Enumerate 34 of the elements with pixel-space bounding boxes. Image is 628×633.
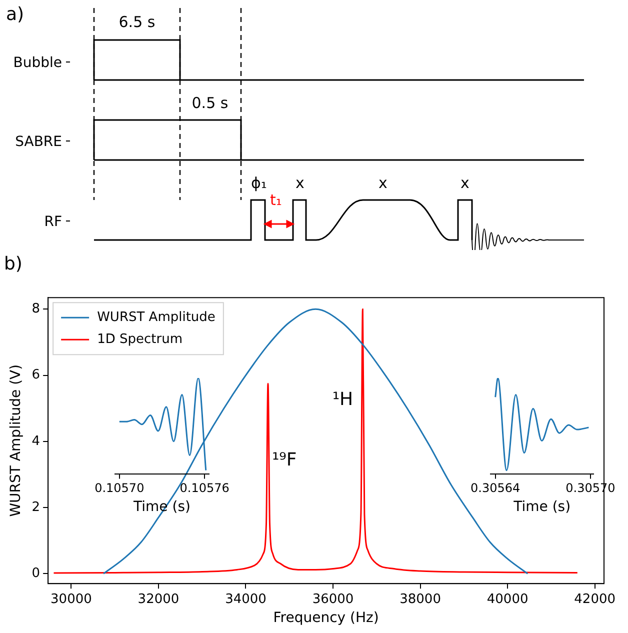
text: x bbox=[460, 174, 470, 192]
y-tick-label: 4 bbox=[32, 434, 40, 449]
y-axis-title: WURST Amplitude (V) bbox=[8, 364, 24, 517]
category-label: RF bbox=[44, 214, 62, 230]
annotation: ¹H bbox=[332, 389, 354, 410]
text: 6.5 s bbox=[118, 13, 156, 31]
x-tick-label: 42000 bbox=[574, 592, 616, 607]
x-axis-title: Frequency (Hz) bbox=[273, 610, 379, 626]
x-tick-label: 0.10570 bbox=[94, 481, 144, 496]
chart-title: b) bbox=[4, 253, 22, 274]
y-tick-label: 8 bbox=[32, 302, 40, 317]
y-tick-label: 0 bbox=[32, 566, 40, 582]
y-tick-label: 2 bbox=[32, 500, 40, 515]
category-label: Bubble bbox=[13, 55, 62, 71]
text: 0.5 s bbox=[192, 94, 228, 112]
y-tick-label: 6 bbox=[32, 368, 40, 383]
legend-label: WURST Amplitude bbox=[97, 310, 216, 325]
x-tick-label: 0.10576 bbox=[180, 481, 230, 496]
text: t₁ bbox=[270, 191, 282, 209]
x-tick-label: 36000 bbox=[312, 592, 354, 607]
x-tick-label: 34000 bbox=[225, 592, 266, 607]
x-tick-label: 30000 bbox=[50, 592, 92, 607]
x-tick-label: 0.30564 bbox=[470, 481, 520, 496]
text: x bbox=[296, 174, 305, 192]
text: ϕ₁ bbox=[251, 174, 267, 192]
category-label: SABRE bbox=[15, 134, 62, 150]
x-tick-label: 32000 bbox=[138, 592, 180, 607]
text: a) bbox=[6, 4, 24, 25]
x-tick-label: 38000 bbox=[400, 592, 441, 607]
x-axis-title: Time (s) bbox=[512, 499, 571, 516]
text: x bbox=[378, 174, 388, 192]
annotation: ¹⁹F bbox=[272, 449, 297, 470]
x-tick-label: 40000 bbox=[486, 592, 528, 607]
legend-label: 1D Spectrum bbox=[97, 332, 182, 347]
